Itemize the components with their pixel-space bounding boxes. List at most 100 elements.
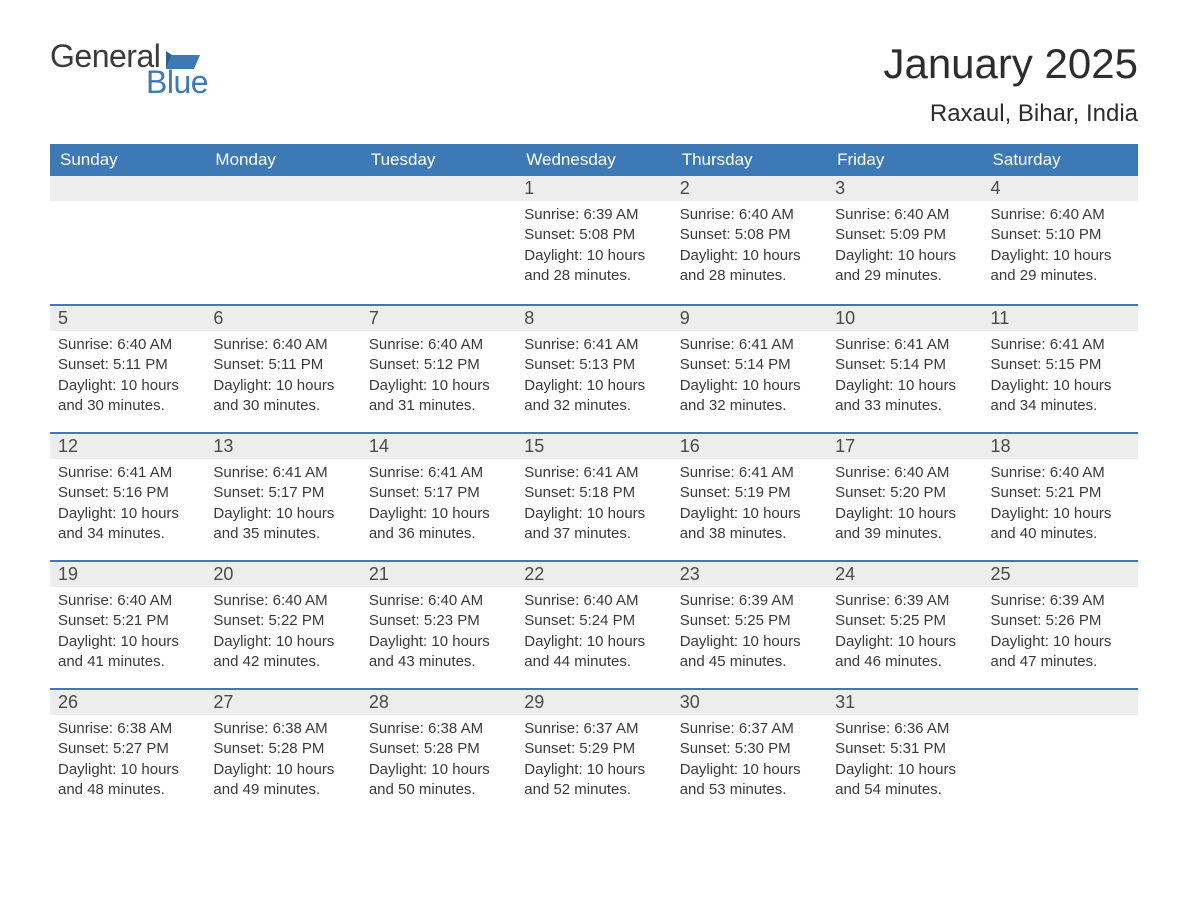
calendar-day: 13Sunrise: 6:41 AMSunset: 5:17 PMDayligh…	[205, 432, 360, 560]
calendar-day: 14Sunrise: 6:41 AMSunset: 5:17 PMDayligh…	[361, 432, 516, 560]
day-details: Sunrise: 6:38 AMSunset: 5:27 PMDaylight:…	[50, 715, 205, 814]
calendar-day-empty	[361, 176, 516, 304]
day-number: 19	[50, 560, 205, 587]
sunset-line: Sunset: 5:25 PM	[680, 611, 819, 631]
daylight-line: Daylight: 10 hours and 37 minutes.	[524, 504, 663, 545]
day-details: Sunrise: 6:41 AMSunset: 5:17 PMDaylight:…	[205, 459, 360, 558]
day-details: Sunrise: 6:39 AMSunset: 5:25 PMDaylight:…	[827, 587, 982, 686]
day-details	[361, 201, 516, 219]
sunrise-line: Sunrise: 6:36 AM	[835, 719, 974, 739]
day-details: Sunrise: 6:40 AMSunset: 5:21 PMDaylight:…	[983, 459, 1138, 558]
calendar-week: 26Sunrise: 6:38 AMSunset: 5:27 PMDayligh…	[50, 688, 1138, 816]
calendar-head: SundayMondayTuesdayWednesdayThursdayFrid…	[50, 144, 1138, 176]
daylight-line: Daylight: 10 hours and 32 minutes.	[680, 376, 819, 417]
calendar-day: 18Sunrise: 6:40 AMSunset: 5:21 PMDayligh…	[983, 432, 1138, 560]
sunrise-line: Sunrise: 6:41 AM	[213, 463, 352, 483]
day-number: 22	[516, 560, 671, 587]
daylight-line: Daylight: 10 hours and 52 minutes.	[524, 760, 663, 801]
day-details: Sunrise: 6:36 AMSunset: 5:31 PMDaylight:…	[827, 715, 982, 814]
day-details	[983, 715, 1138, 733]
day-details: Sunrise: 6:40 AMSunset: 5:22 PMDaylight:…	[205, 587, 360, 686]
title-block: January 2025 Raxaul, Bihar, India	[883, 40, 1138, 140]
calendar-day: 3Sunrise: 6:40 AMSunset: 5:09 PMDaylight…	[827, 176, 982, 304]
daylight-line: Daylight: 10 hours and 28 minutes.	[524, 246, 663, 287]
sunrise-line: Sunrise: 6:38 AM	[58, 719, 197, 739]
sunset-line: Sunset: 5:08 PM	[680, 225, 819, 245]
day-number	[361, 176, 516, 201]
calendar-day: 30Sunrise: 6:37 AMSunset: 5:30 PMDayligh…	[672, 688, 827, 816]
day-number: 11	[983, 304, 1138, 331]
calendar-day: 24Sunrise: 6:39 AMSunset: 5:25 PMDayligh…	[827, 560, 982, 688]
sunset-line: Sunset: 5:17 PM	[369, 483, 508, 503]
daylight-line: Daylight: 10 hours and 38 minutes.	[680, 504, 819, 545]
calendar-table: SundayMondayTuesdayWednesdayThursdayFrid…	[50, 144, 1138, 816]
daylight-line: Daylight: 10 hours and 42 minutes.	[213, 632, 352, 673]
day-number: 20	[205, 560, 360, 587]
daylight-line: Daylight: 10 hours and 41 minutes.	[58, 632, 197, 673]
flag-icon	[166, 42, 200, 74]
sunset-line: Sunset: 5:26 PM	[991, 611, 1130, 631]
day-details: Sunrise: 6:39 AMSunset: 5:08 PMDaylight:…	[516, 201, 671, 300]
location-subtitle: Raxaul, Bihar, India	[883, 100, 1138, 128]
day-number: 2	[672, 176, 827, 201]
calendar-body: 1Sunrise: 6:39 AMSunset: 5:08 PMDaylight…	[50, 176, 1138, 816]
day-number	[50, 176, 205, 201]
sunset-line: Sunset: 5:20 PM	[835, 483, 974, 503]
day-details: Sunrise: 6:40 AMSunset: 5:10 PMDaylight:…	[983, 201, 1138, 300]
calendar-day: 28Sunrise: 6:38 AMSunset: 5:28 PMDayligh…	[361, 688, 516, 816]
daylight-line: Daylight: 10 hours and 50 minutes.	[369, 760, 508, 801]
sunset-line: Sunset: 5:25 PM	[835, 611, 974, 631]
calendar-day: 6Sunrise: 6:40 AMSunset: 5:11 PMDaylight…	[205, 304, 360, 432]
day-number: 23	[672, 560, 827, 587]
sunrise-line: Sunrise: 6:40 AM	[835, 463, 974, 483]
day-details: Sunrise: 6:41 AMSunset: 5:14 PMDaylight:…	[827, 331, 982, 430]
day-header: Wednesday	[516, 144, 671, 176]
sunrise-line: Sunrise: 6:40 AM	[835, 205, 974, 225]
sunrise-line: Sunrise: 6:37 AM	[680, 719, 819, 739]
daylight-line: Daylight: 10 hours and 49 minutes.	[213, 760, 352, 801]
day-details: Sunrise: 6:41 AMSunset: 5:19 PMDaylight:…	[672, 459, 827, 558]
sunset-line: Sunset: 5:31 PM	[835, 739, 974, 759]
sunset-line: Sunset: 5:29 PM	[524, 739, 663, 759]
sunrise-line: Sunrise: 6:41 AM	[991, 335, 1130, 355]
daylight-line: Daylight: 10 hours and 30 minutes.	[213, 376, 352, 417]
calendar-week: 5Sunrise: 6:40 AMSunset: 5:11 PMDaylight…	[50, 304, 1138, 432]
calendar-day: 2Sunrise: 6:40 AMSunset: 5:08 PMDaylight…	[672, 176, 827, 304]
calendar-day: 27Sunrise: 6:38 AMSunset: 5:28 PMDayligh…	[205, 688, 360, 816]
daylight-line: Daylight: 10 hours and 34 minutes.	[991, 376, 1130, 417]
daylight-line: Daylight: 10 hours and 54 minutes.	[835, 760, 974, 801]
sunrise-line: Sunrise: 6:40 AM	[991, 463, 1130, 483]
logo-top-line: General	[50, 40, 208, 72]
day-details: Sunrise: 6:40 AMSunset: 5:23 PMDaylight:…	[361, 587, 516, 686]
day-details: Sunrise: 6:40 AMSunset: 5:09 PMDaylight:…	[827, 201, 982, 300]
daylight-line: Daylight: 10 hours and 29 minutes.	[991, 246, 1130, 287]
calendar-day: 31Sunrise: 6:36 AMSunset: 5:31 PMDayligh…	[827, 688, 982, 816]
sunset-line: Sunset: 5:10 PM	[991, 225, 1130, 245]
calendar-day: 22Sunrise: 6:40 AMSunset: 5:24 PMDayligh…	[516, 560, 671, 688]
sunrise-line: Sunrise: 6:41 AM	[524, 463, 663, 483]
calendar-day: 21Sunrise: 6:40 AMSunset: 5:23 PMDayligh…	[361, 560, 516, 688]
calendar-day: 11Sunrise: 6:41 AMSunset: 5:15 PMDayligh…	[983, 304, 1138, 432]
day-number: 10	[827, 304, 982, 331]
day-number: 25	[983, 560, 1138, 587]
day-number	[983, 688, 1138, 715]
month-title: January 2025	[883, 40, 1138, 88]
day-number: 29	[516, 688, 671, 715]
day-header: Monday	[205, 144, 360, 176]
day-header: Sunday	[50, 144, 205, 176]
day-number: 7	[361, 304, 516, 331]
sunset-line: Sunset: 5:28 PM	[213, 739, 352, 759]
daylight-line: Daylight: 10 hours and 30 minutes.	[58, 376, 197, 417]
sunrise-line: Sunrise: 6:40 AM	[58, 591, 197, 611]
sunrise-line: Sunrise: 6:40 AM	[213, 591, 352, 611]
calendar-day: 23Sunrise: 6:39 AMSunset: 5:25 PMDayligh…	[672, 560, 827, 688]
day-number: 13	[205, 432, 360, 459]
calendar-day-empty	[983, 688, 1138, 816]
day-number: 6	[205, 304, 360, 331]
calendar-day: 7Sunrise: 6:40 AMSunset: 5:12 PMDaylight…	[361, 304, 516, 432]
sunset-line: Sunset: 5:12 PM	[369, 355, 508, 375]
day-details: Sunrise: 6:40 AMSunset: 5:21 PMDaylight:…	[50, 587, 205, 686]
sunrise-line: Sunrise: 6:41 AM	[58, 463, 197, 483]
calendar-day: 15Sunrise: 6:41 AMSunset: 5:18 PMDayligh…	[516, 432, 671, 560]
day-number: 12	[50, 432, 205, 459]
